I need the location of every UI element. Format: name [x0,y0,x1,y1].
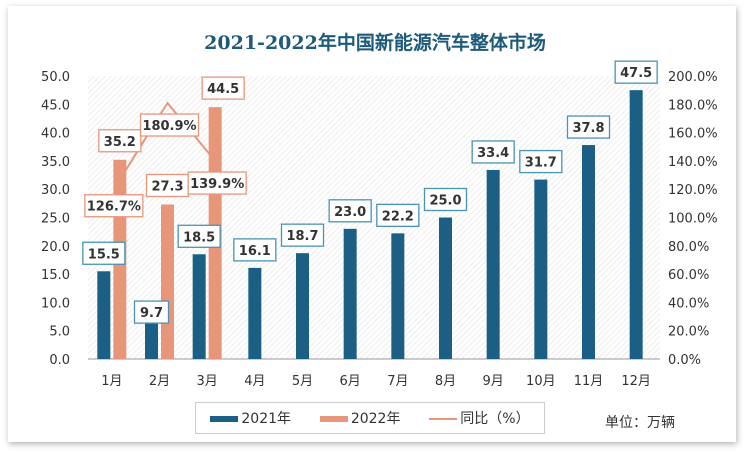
data-label-yoy-box [84,194,144,218]
bar-2021 [97,271,111,359]
data-label-2021-box [566,115,611,139]
x-tick-label: 5月 [292,374,313,389]
x-tick-label: 2月 [149,374,170,389]
legend-label: 2021年 [241,411,292,427]
data-label-2021-box [280,223,325,247]
bar-2021 [582,145,595,359]
y2-tick-label: 60.0% [668,268,709,283]
data-label-yoy-box [139,113,200,137]
data-label-2021: 18.7 [286,229,318,244]
unit-label: 单位：万辆 [605,415,675,431]
data-label-2021: 22.2 [382,209,414,224]
x-tick-label: 7月 [387,374,408,389]
bar-2021 [296,253,309,359]
bar-2021 [534,179,548,359]
y2-tick-label: 120.0% [668,183,718,198]
data-label-2021-box [376,203,420,227]
data-label-2021-box [133,300,170,324]
bar-2021 [192,254,206,359]
data-label-2021: 25.0 [429,194,461,209]
data-label-2022: 35.2 [104,135,136,150]
legend-line-yoy [429,418,458,420]
data-label-2021: 15.5 [88,247,120,262]
data-label-2021: 18.5 [183,230,215,245]
y-tick-label: 45.0 [41,98,70,113]
y-tick-label: 25.0 [41,212,70,227]
data-label-2021-box [328,199,372,223]
data-label-2021-box [614,60,658,84]
legend: 2021年 2022年 同比（%） [195,402,545,434]
y2-tick-label: 20.0% [668,325,709,340]
x-tick-label: 8月 [435,374,456,389]
bar-2021 [248,267,262,359]
bar-2021 [629,90,643,360]
data-label-2021: 47.5 [620,66,652,81]
y2-tick-label: 100.0% [668,212,718,227]
x-tick-label: 3月 [197,374,218,389]
x-tick-label: 11月 [574,374,604,389]
y2-tick-label: 80.0% [668,240,709,255]
bar-2021 [439,217,452,359]
data-label-2021-box [423,187,468,212]
x-tick-label: 9月 [483,374,504,389]
y-tick-label: 35.0 [41,155,70,170]
legend-item-yoy: 同比（%） [429,408,530,428]
y2-tick-label: 180.0% [668,98,718,113]
legend-swatch-2021 [210,416,239,422]
bar-2021 [391,233,405,359]
x-tick-label: 6月 [340,374,361,389]
y-tick-label: 50.0 [41,70,70,85]
data-label-2021: 23.0 [334,205,366,220]
data-label-2022-box [98,129,142,153]
data-label-2022: 44.5 [207,82,239,97]
bar-2021 [343,228,357,359]
data-label-2021: 31.7 [525,156,557,171]
y-tick-label: 40.0 [41,127,70,142]
data-label-2022-box [201,76,245,100]
y-tick-label: 30.0 [41,183,70,198]
data-label-2021-box [177,224,221,248]
x-tick-label: 10月 [526,374,556,389]
x-tick-label: 1月 [101,374,122,389]
legend-swatch-2022 [319,416,348,422]
data-label-2021: 33.4 [477,146,509,161]
data-label-2022: 27.3 [151,179,183,194]
y-tick-label: 5.0 [49,325,70,340]
data-label-2021: 37.8 [572,121,604,136]
y-tick-label: 20.0 [41,240,70,255]
data-label-2021-box [82,241,126,265]
bar-2022 [161,204,174,359]
y-tick-label: 10.0 [41,296,70,311]
y2-tick-label: 0.0% [668,353,701,368]
y2-tick-label: 140.0% [668,155,718,170]
data-label-2021-box [519,149,563,174]
x-tick-label: 12月 [621,374,651,389]
x-tick-label: 4月 [244,374,265,389]
data-label-yoy-box [187,171,247,195]
bar-2021 [486,169,500,359]
legend-item-2022: 2022年 [319,408,401,428]
data-label-2021: 9.7 [140,306,163,321]
y-tick-label: 0.0 [49,353,70,368]
y2-tick-label: 200.0% [668,70,718,85]
data-label-2021-box [233,238,277,262]
legend-label: 同比（%） [460,411,530,427]
data-label-yoy: 139.9% [190,177,244,192]
y2-tick-label: 40.0% [668,296,709,311]
chart-title: 2021-2022年中国新能源汽车整体市场 [204,32,546,54]
y-tick-label: 15.0 [41,268,70,283]
data-label-yoy: 126.7% [87,200,141,215]
data-label-2021: 16.1 [239,244,271,259]
y2-tick-label: 160.0% [668,127,718,142]
legend-label: 2022年 [350,411,401,427]
data-label-yoy: 180.9% [142,119,196,134]
data-label-2021-box [471,140,515,164]
yoy-line [118,101,216,181]
legend-item-2021: 2021年 [210,408,291,428]
